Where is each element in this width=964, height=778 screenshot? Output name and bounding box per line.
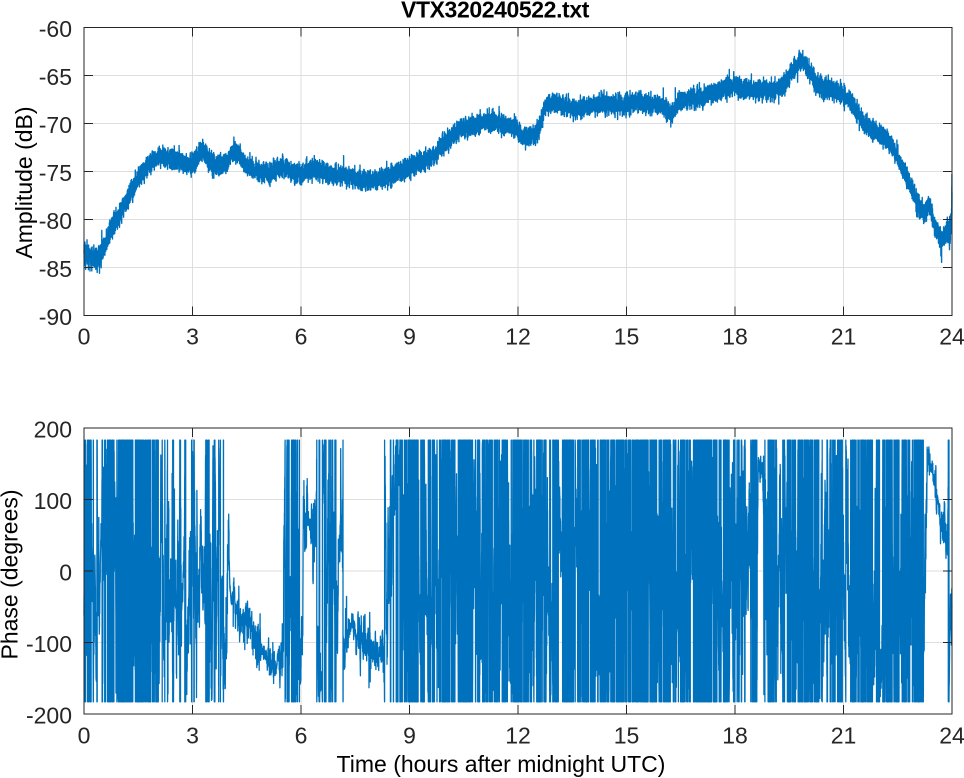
svg-text:15: 15 <box>614 723 640 749</box>
svg-text:-100: -100 <box>26 631 72 657</box>
svg-text:Time (hours after midnight UTC: Time (hours after midnight UTC) <box>337 751 666 777</box>
svg-text:9: 9 <box>403 723 416 749</box>
svg-text:200: 200 <box>34 416 72 442</box>
svg-text:3: 3 <box>186 323 199 349</box>
svg-text:3: 3 <box>186 723 199 749</box>
svg-text:100: 100 <box>34 488 72 514</box>
svg-text:0: 0 <box>59 559 72 585</box>
svg-text:VTX320240522.txt: VTX320240522.txt <box>401 0 590 23</box>
svg-text:15: 15 <box>614 323 640 349</box>
svg-text:-90: -90 <box>39 304 72 330</box>
svg-text:24: 24 <box>939 323 964 349</box>
svg-text:9: 9 <box>403 323 416 349</box>
svg-text:Phase (degrees): Phase (degrees) <box>0 489 23 659</box>
svg-text:6: 6 <box>295 323 308 349</box>
svg-text:-80: -80 <box>39 208 72 234</box>
svg-text:-60: -60 <box>39 16 72 42</box>
svg-text:24: 24 <box>939 723 964 749</box>
svg-text:18: 18 <box>722 323 748 349</box>
svg-text:21: 21 <box>831 323 857 349</box>
svg-text:-65: -65 <box>39 64 72 90</box>
svg-text:12: 12 <box>505 323 531 349</box>
svg-text:-200: -200 <box>26 702 72 728</box>
svg-text:-70: -70 <box>39 112 72 138</box>
svg-text:Amplitude (dB): Amplitude (dB) <box>11 106 37 258</box>
svg-text:18: 18 <box>722 723 748 749</box>
svg-text:12: 12 <box>505 723 531 749</box>
svg-text:21: 21 <box>831 723 857 749</box>
svg-text:0: 0 <box>78 323 91 349</box>
svg-text:-75: -75 <box>39 160 72 186</box>
svg-text:6: 6 <box>295 723 308 749</box>
svg-text:-85: -85 <box>39 256 72 282</box>
svg-text:0: 0 <box>78 723 91 749</box>
